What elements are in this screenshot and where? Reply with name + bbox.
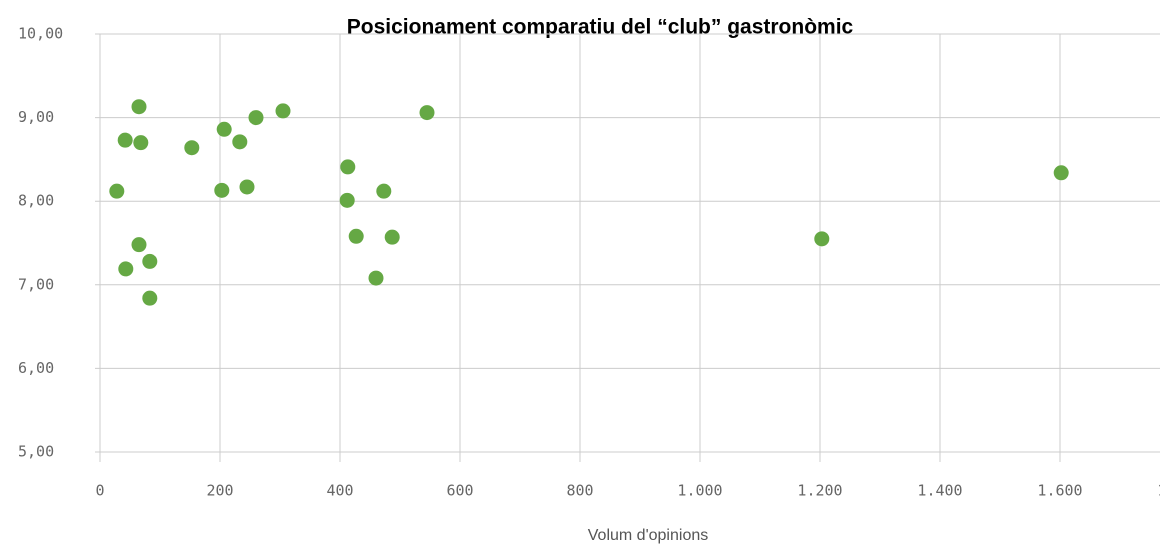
point — [133, 135, 149, 151]
y-tick-label: 8,00 — [18, 192, 54, 210]
point — [117, 132, 133, 148]
y-tick-label: 5,00 — [18, 443, 54, 461]
point — [419, 105, 435, 121]
point — [368, 270, 384, 286]
chart-title: Posicionament comparatiu del “club” gast… — [347, 16, 854, 39]
point — [142, 253, 158, 269]
point — [109, 183, 125, 199]
point — [340, 159, 356, 175]
point — [348, 228, 364, 244]
point — [131, 237, 147, 253]
x-tick-label: 0 — [95, 482, 104, 500]
x-tick-label: 400 — [326, 482, 353, 500]
y-tick-label: 7,00 — [18, 275, 54, 293]
point — [384, 229, 400, 245]
x-tick-label: 1.400 — [917, 482, 962, 500]
point — [248, 110, 264, 126]
point — [118, 261, 134, 277]
x-tick-label: 800 — [566, 482, 593, 500]
x-tick-label: 1.600 — [1037, 482, 1082, 500]
y-tick-label: 10,00 — [18, 25, 63, 43]
y-tick-label: 9,00 — [18, 108, 54, 126]
point — [184, 140, 200, 156]
x-tick-label: 200 — [206, 482, 233, 500]
point — [131, 99, 147, 115]
x-tick-label: 1.800 — [1157, 482, 1160, 500]
point — [275, 103, 291, 119]
x-tick-label: 1.000 — [677, 482, 722, 500]
point — [232, 134, 248, 150]
point — [814, 231, 830, 247]
point — [239, 179, 255, 195]
y-tick-label: 6,00 — [18, 359, 54, 377]
point — [376, 183, 392, 199]
x-tick-label: 600 — [446, 482, 473, 500]
point — [142, 290, 158, 306]
point — [214, 182, 230, 198]
point — [339, 192, 355, 208]
point — [216, 121, 232, 137]
x-tick-label: 1.200 — [797, 482, 842, 500]
x-axis-label: Volum d'opinions — [588, 527, 708, 544]
point — [1053, 165, 1069, 181]
